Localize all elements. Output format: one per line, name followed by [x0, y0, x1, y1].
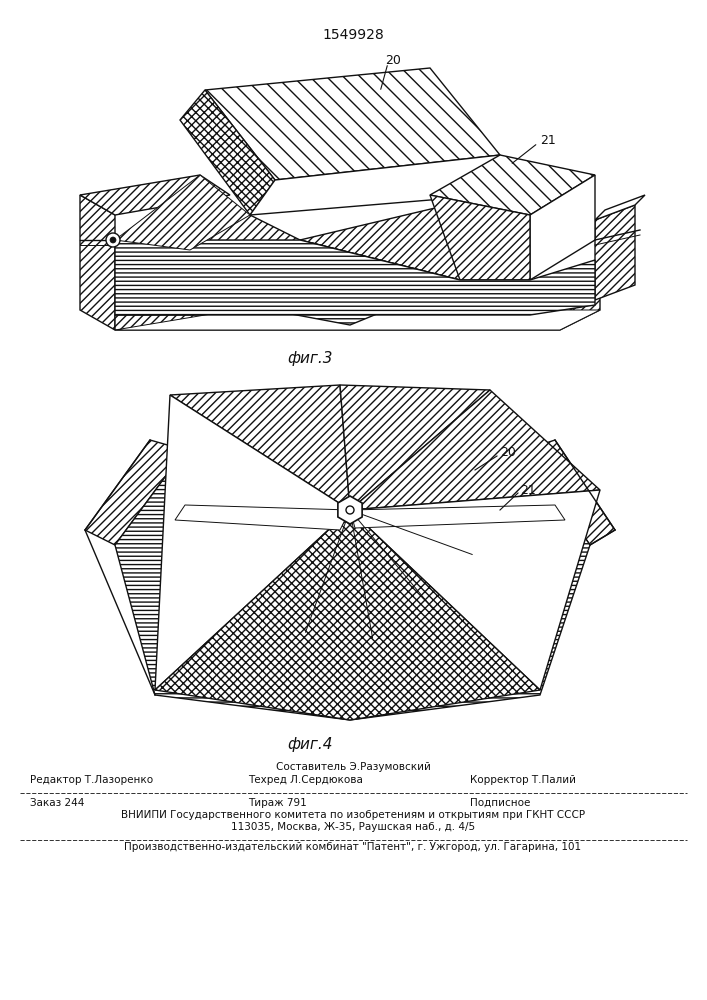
Polygon shape — [170, 385, 350, 510]
Text: Подписное: Подписное — [470, 798, 530, 808]
Polygon shape — [340, 385, 490, 510]
Text: 20: 20 — [500, 446, 516, 460]
Text: фиг.3: фиг.3 — [287, 351, 333, 365]
Text: фиг.4: фиг.4 — [287, 738, 333, 752]
Text: Заказ 244: Заказ 244 — [30, 798, 84, 808]
Polygon shape — [338, 496, 362, 524]
Polygon shape — [595, 205, 635, 300]
Circle shape — [346, 506, 354, 514]
Text: 21: 21 — [540, 133, 556, 146]
Polygon shape — [115, 310, 600, 330]
Polygon shape — [205, 68, 500, 180]
Polygon shape — [115, 175, 250, 250]
Text: Тираж 791: Тираж 791 — [248, 798, 307, 808]
Text: Составитель Э.Разумовский: Составитель Э.Разумовский — [276, 762, 431, 772]
Polygon shape — [180, 90, 275, 215]
Polygon shape — [525, 440, 615, 545]
Text: ВНИИПИ Государственного комитета по изобретениям и открытиям при ГКНТ СССР: ВНИИПИ Государственного комитета по изоб… — [121, 810, 585, 820]
Polygon shape — [250, 155, 500, 215]
Polygon shape — [430, 155, 595, 215]
Polygon shape — [115, 240, 595, 315]
Polygon shape — [350, 505, 565, 528]
Text: Корректор Т.Палий: Корректор Т.Палий — [470, 775, 576, 785]
Text: 113035, Москва, Ж-35, Раушская наб., д. 4/5: 113035, Москва, Ж-35, Раушская наб., д. … — [231, 822, 475, 832]
Polygon shape — [155, 510, 540, 720]
Polygon shape — [80, 175, 230, 215]
Text: Редактор Т.Лазоренко: Редактор Т.Лазоренко — [30, 775, 153, 785]
Text: 1549928: 1549928 — [322, 28, 384, 42]
Text: 20: 20 — [385, 53, 401, 66]
Polygon shape — [530, 175, 595, 280]
Text: 21: 21 — [520, 484, 536, 496]
Circle shape — [110, 237, 116, 243]
Polygon shape — [115, 450, 590, 720]
Polygon shape — [155, 395, 350, 690]
Text: Техред Л.Сердюкова: Техред Л.Сердюкова — [248, 775, 363, 785]
Polygon shape — [350, 390, 600, 510]
Polygon shape — [115, 215, 300, 295]
Polygon shape — [300, 195, 595, 280]
Polygon shape — [430, 195, 530, 280]
Polygon shape — [85, 440, 185, 545]
Polygon shape — [595, 195, 645, 220]
Polygon shape — [115, 295, 600, 330]
Polygon shape — [350, 490, 600, 690]
Circle shape — [106, 233, 120, 247]
Polygon shape — [175, 505, 350, 530]
Text: Производственно-издательский комбинат "Патент", г. Ужгород, ул. Гагарина, 101: Производственно-издательский комбинат "П… — [124, 842, 582, 852]
Polygon shape — [80, 195, 115, 330]
Polygon shape — [190, 240, 460, 325]
